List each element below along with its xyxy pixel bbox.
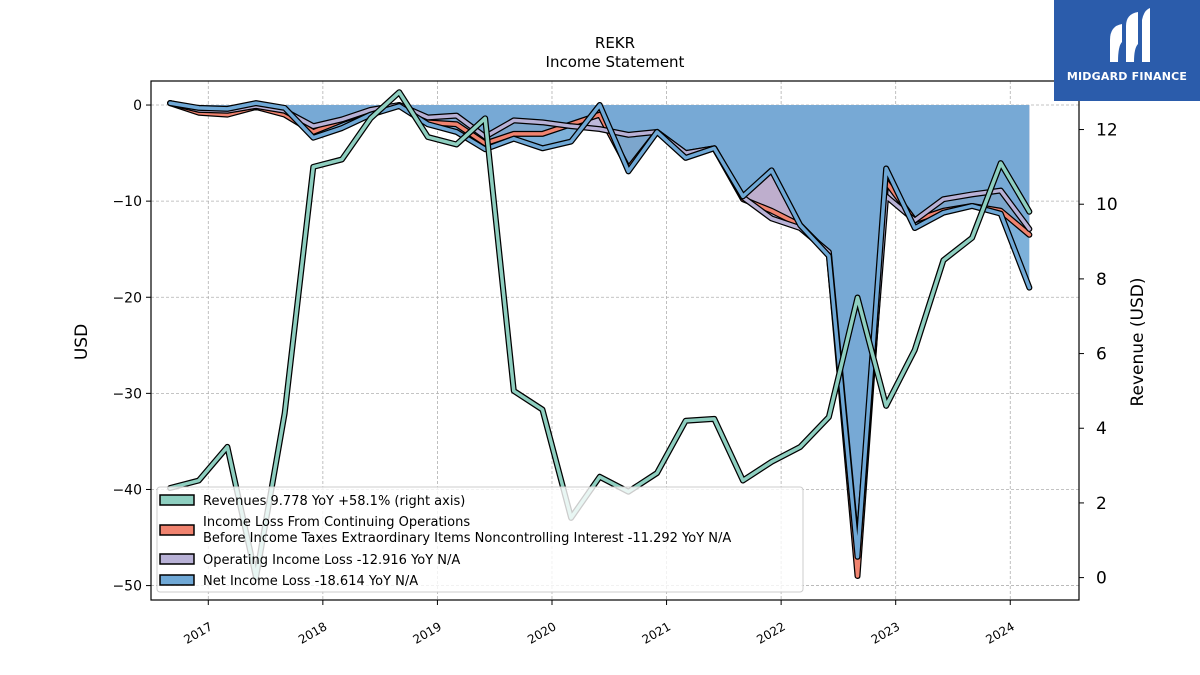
y-tick-label: −20 bbox=[112, 290, 142, 306]
y2-tick-label: 10 bbox=[1096, 195, 1118, 215]
chart-title: REKR bbox=[595, 34, 635, 52]
x-tick-label: 2021 bbox=[640, 619, 673, 646]
brand-name: MIDGARD FINANCE bbox=[1066, 70, 1188, 83]
net-income-loss-legend-label: Net Income Loss -18.614 YoY N/A bbox=[203, 574, 418, 589]
chart-subtitle: Income Statement bbox=[546, 53, 685, 71]
plot-frame bbox=[150, 80, 1080, 601]
y-tick-label: 0 bbox=[133, 98, 142, 114]
x-tick-label: 2017 bbox=[181, 619, 214, 646]
x-tick-label: 2019 bbox=[411, 619, 444, 646]
series-lines bbox=[167, 89, 1033, 581]
y-tick-label: −10 bbox=[112, 194, 142, 210]
legend-box bbox=[156, 486, 804, 593]
revenues-line bbox=[168, 90, 1032, 580]
net-income-loss-fill bbox=[170, 103, 1030, 557]
y2-axis-label: Revenue (USD) bbox=[1128, 277, 1148, 406]
y2-tick-label: 4 bbox=[1096, 419, 1107, 439]
legend: Revenues 9.778 YoY +58.1% (right axis) In… bbox=[156, 486, 804, 593]
x-tick-label: 2023 bbox=[869, 619, 902, 646]
y2-tick-label: 0 bbox=[1096, 569, 1107, 589]
x-tick-label: 2022 bbox=[754, 619, 787, 646]
net-income-loss-line bbox=[168, 101, 1032, 559]
x-tick-label: 2024 bbox=[983, 619, 1016, 646]
income-loss-from-continuing-operations-before-income-taxes-extraordinary-items-noncontrolling-interest-legend-label: Income Loss From Continuing Operations bbox=[203, 515, 470, 530]
operating-income-loss-legend-swatch bbox=[159, 553, 195, 565]
x-tick-label: 2020 bbox=[525, 619, 558, 646]
y-tick-label: −50 bbox=[112, 579, 142, 595]
y2-tick-label: 2 bbox=[1096, 494, 1107, 514]
brand-mark-icon bbox=[1110, 8, 1150, 62]
income-loss-from-continuing-operations-before-income-taxes-extraordinary-items-noncontrolling-interest-legend-swatch bbox=[159, 524, 195, 536]
y2-tick-label: 6 bbox=[1096, 345, 1107, 365]
y2-tick-label: 12 bbox=[1096, 121, 1118, 141]
y2-tick-label: 8 bbox=[1096, 270, 1107, 290]
revenues-legend-swatch bbox=[159, 494, 195, 506]
operating-income-loss-legend-label: Operating Income Loss -12.916 YoY N/A bbox=[203, 553, 460, 568]
income-loss-from-continuing-operations-before-income-taxes-extraordinary-items-noncontrolling-interest-legend-label: Before Income Taxes Extraordinary Items … bbox=[203, 531, 731, 546]
brand-logo: MIDGARD FINANCE bbox=[1054, 0, 1200, 101]
series-fills bbox=[170, 103, 1030, 576]
y-axis-label: USD bbox=[72, 324, 92, 360]
y-tick-label: −30 bbox=[112, 386, 142, 402]
x-tick-label: 2018 bbox=[296, 619, 329, 646]
revenues-legend-label: Revenues 9.778 YoY +58.1% (right axis) bbox=[203, 494, 465, 509]
net-income-loss-legend-swatch bbox=[159, 574, 195, 586]
y-tick-label: −40 bbox=[112, 482, 142, 498]
